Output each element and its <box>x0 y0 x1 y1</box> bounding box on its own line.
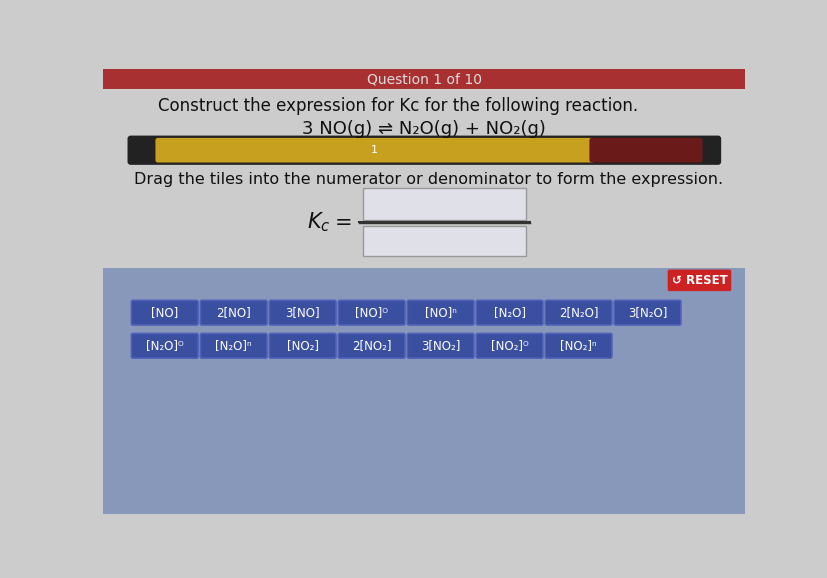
Text: Drag the tiles into the numerator or denominator to form the expression.: Drag the tiles into the numerator or den… <box>134 172 723 187</box>
Text: [NO₂]ⁿ: [NO₂]ⁿ <box>560 339 596 352</box>
Text: 3[NO₂]: 3[NO₂] <box>420 339 460 352</box>
FancyBboxPatch shape <box>269 301 336 325</box>
FancyBboxPatch shape <box>614 301 680 325</box>
FancyBboxPatch shape <box>407 334 473 358</box>
Text: 3[NO]: 3[NO] <box>285 306 319 319</box>
Text: 2[N₂O]: 2[N₂O] <box>558 306 598 319</box>
FancyBboxPatch shape <box>338 334 404 358</box>
FancyBboxPatch shape <box>545 301 611 325</box>
FancyBboxPatch shape <box>131 334 198 358</box>
Text: $K_c$: $K_c$ <box>307 211 330 235</box>
Text: ↺ RESET: ↺ RESET <box>671 274 726 287</box>
Text: [NO]: [NO] <box>151 306 178 319</box>
FancyBboxPatch shape <box>363 225 525 257</box>
Text: 1: 1 <box>370 145 378 155</box>
FancyBboxPatch shape <box>155 138 593 162</box>
Text: Construct the expression for Kc for the following reaction.: Construct the expression for Kc for the … <box>158 97 637 116</box>
FancyBboxPatch shape <box>127 136 720 165</box>
FancyBboxPatch shape <box>103 69 744 88</box>
Text: [NO₂]: [NO₂] <box>286 339 318 352</box>
FancyBboxPatch shape <box>476 334 543 358</box>
FancyBboxPatch shape <box>200 301 266 325</box>
FancyBboxPatch shape <box>200 334 266 358</box>
Text: 3[N₂O]: 3[N₂O] <box>627 306 667 319</box>
Text: 3 NO(g) ⇌ N₂O(g) + NO₂(g): 3 NO(g) ⇌ N₂O(g) + NO₂(g) <box>302 120 546 138</box>
FancyBboxPatch shape <box>103 88 744 283</box>
Text: [NO]ᴼ: [NO]ᴼ <box>355 306 388 319</box>
FancyBboxPatch shape <box>476 301 543 325</box>
Text: [N₂O]ᴼ: [N₂O]ᴼ <box>146 339 184 352</box>
FancyBboxPatch shape <box>407 301 473 325</box>
FancyBboxPatch shape <box>545 334 611 358</box>
Text: 2[NO₂]: 2[NO₂] <box>351 339 391 352</box>
Text: [NO₂]ᴼ: [NO₂]ᴼ <box>490 339 528 352</box>
Text: 2[NO]: 2[NO] <box>216 306 251 319</box>
FancyBboxPatch shape <box>589 138 702 162</box>
FancyBboxPatch shape <box>363 188 525 220</box>
Text: [N₂O]: [N₂O] <box>493 306 525 319</box>
FancyBboxPatch shape <box>338 301 404 325</box>
FancyBboxPatch shape <box>103 268 744 514</box>
Text: [NO]ⁿ: [NO]ⁿ <box>424 306 456 319</box>
FancyBboxPatch shape <box>269 334 336 358</box>
FancyBboxPatch shape <box>667 269 730 291</box>
FancyBboxPatch shape <box>131 301 198 325</box>
Text: [N₂O]ⁿ: [N₂O]ⁿ <box>215 339 251 352</box>
Text: Question 1 of 10: Question 1 of 10 <box>366 72 481 86</box>
Text: =: = <box>335 213 352 232</box>
